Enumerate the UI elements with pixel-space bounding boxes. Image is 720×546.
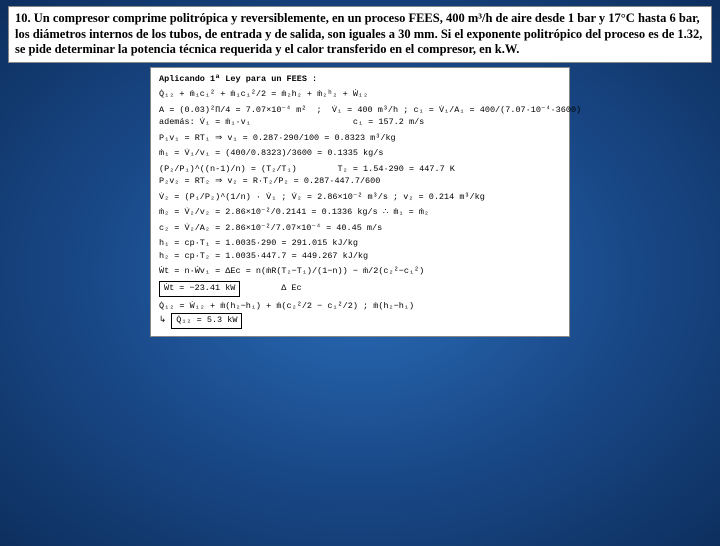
sol-h1: h₁ = cp·T₁ = 1.0035·290 = 291.015 kJ/kg xyxy=(159,238,561,249)
sol-q12-result: ↳ Q̇₁₂ = 5.3 kW xyxy=(159,313,561,328)
solution-box: Aplicando 1ª Ley para un FEES : Q̇₁₂ + ṁ… xyxy=(150,67,570,337)
problem-statement-box: 10. Un compresor comprime politrópica y … xyxy=(8,6,712,63)
sol-polytropic: (P₂/P₁)^((n-1)/n) = (T₂/T₁) T₂ = 1.54·29… xyxy=(159,164,561,175)
sol-m1: ṁ₁ = V̇₁/v₁ = (400/0.8323)/3600 = 0.1335… xyxy=(159,148,561,159)
sol-wt-eq: Ẇt = n·Ẇv₁ = ΔEc = n(ṁR(T₂−T₁)/(1−n)) − … xyxy=(159,266,561,277)
q12-boxed: Q̇₁₂ = 5.3 kW xyxy=(171,313,242,328)
sol-q12-eq: Q̇₁₂ = Ẇ₁₂ + ṁ(h₂−h₁) + ṁ(c₂²/2 − c₁²/2)… xyxy=(159,301,561,312)
sol-header: Aplicando 1ª Ley para un FEES : xyxy=(159,74,561,85)
sol-wt-result: Ẇt = −23.41 kW Δ Ec xyxy=(159,281,561,296)
sol-eq-energy: Q̇₁₂ + ṁ₁c₁² + ṁ₁c₁²/2 = ṁ₂h₂ + ṁ₂ʰ₂ + Ẇ… xyxy=(159,89,561,100)
sol-vdot: además: V̇₁ = ṁ₁·v₁ c₁ = 157.2 m/s xyxy=(159,117,561,128)
sol-h2: h₂ = cp·T₂ = 1.0035·447.7 = 449.267 kJ/k… xyxy=(159,251,561,262)
sol-vdot2: V̇₂ = (P₁/P₂)^(1/n) · V̇₁ ; V̇₂ = 2.86×1… xyxy=(159,192,561,203)
sol-c2: c₂ = V̇₂/A₂ = 2.86×10⁻²/7.07×10⁻⁴ = 40.4… xyxy=(159,223,561,234)
sol-m2: ṁ₂ = V̇₂/v₂ = 2.86×10⁻²/0.2141 = 0.1336 … xyxy=(159,207,561,218)
sol-v2-eq: P₂v₂ = RT₂ ⇒ v₂ = R·T₂/P₂ = 0.287·447.7/… xyxy=(159,176,561,187)
sol-v1: P₁v₁ = RT₁ ⇒ v₁ = 0.287·290/100 = 0.8323… xyxy=(159,133,561,144)
wt-boxed: Ẇt = −23.41 kW xyxy=(159,281,240,296)
sol-area: A = (0.03)²Π/4 = 7.07×10⁻⁴ m² ; V̇₁ = 40… xyxy=(159,105,561,116)
problem-text: 10. Un compresor comprime politrópica y … xyxy=(15,11,702,56)
